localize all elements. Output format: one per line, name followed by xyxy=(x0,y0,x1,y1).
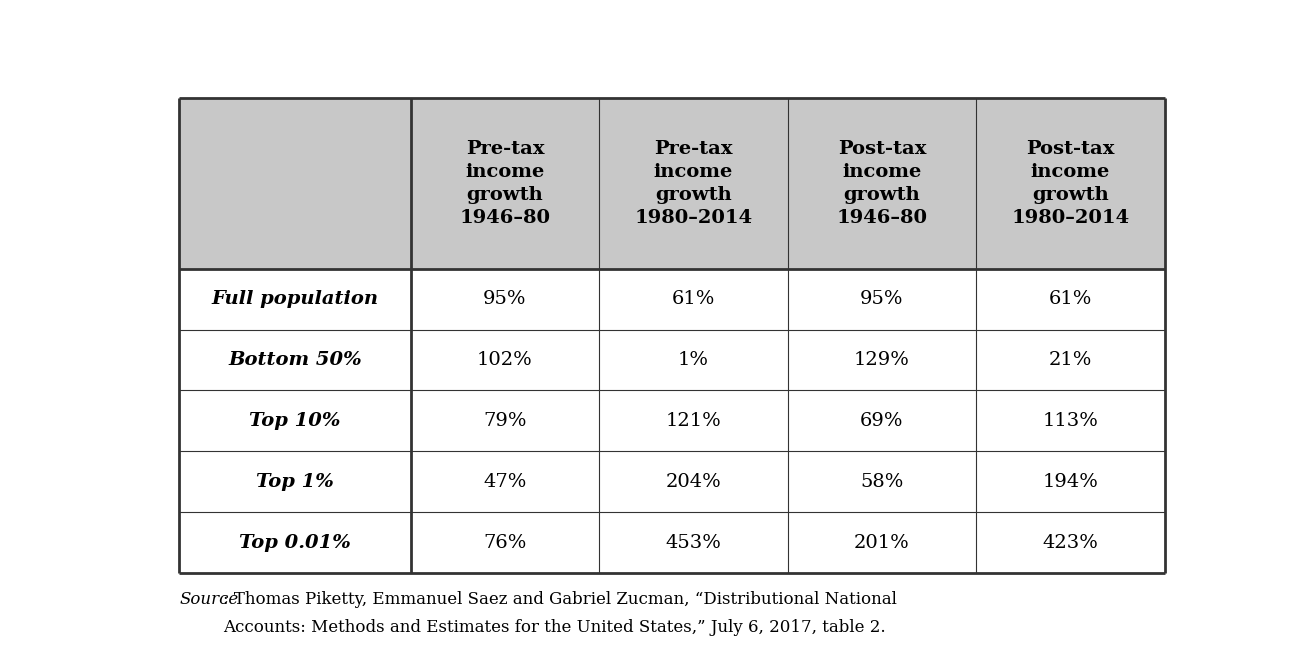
Text: 21%: 21% xyxy=(1049,351,1092,369)
Text: Source: Source xyxy=(180,591,239,608)
Text: 453%: 453% xyxy=(666,533,721,551)
Text: Full population: Full population xyxy=(211,290,379,308)
Text: 95%: 95% xyxy=(484,290,527,308)
Text: 201%: 201% xyxy=(853,533,910,551)
Text: Bottom 50%: Bottom 50% xyxy=(228,351,362,369)
Text: 61%: 61% xyxy=(1049,290,1092,308)
Text: Post-tax
income
growth
1980–2014: Post-tax income growth 1980–2014 xyxy=(1011,140,1130,227)
Text: 95%: 95% xyxy=(860,290,903,308)
Text: 102%: 102% xyxy=(477,351,532,369)
Text: 121%: 121% xyxy=(666,412,721,430)
Text: 194%: 194% xyxy=(1042,473,1099,490)
Text: 79%: 79% xyxy=(484,412,527,430)
Text: 423%: 423% xyxy=(1042,533,1099,551)
Text: 1%: 1% xyxy=(678,351,709,369)
Text: Top 1%: Top 1% xyxy=(256,473,334,490)
Text: Post-tax
income
growth
1946–80: Post-tax income growth 1946–80 xyxy=(836,140,927,227)
Text: 69%: 69% xyxy=(860,412,903,430)
Text: 58%: 58% xyxy=(860,473,903,490)
Text: Pre-tax
income
growth
1980–2014: Pre-tax income growth 1980–2014 xyxy=(635,140,753,227)
Text: Pre-tax
income
growth
1946–80: Pre-tax income growth 1946–80 xyxy=(459,140,551,227)
Text: 204%: 204% xyxy=(666,473,721,490)
Text: : Thomas Piketty, Emmanuel Saez and Gabriel Zucman, “Distributional National
Acc: : Thomas Piketty, Emmanuel Saez and Gabr… xyxy=(223,591,897,636)
Text: 129%: 129% xyxy=(853,351,910,369)
Text: 61%: 61% xyxy=(671,290,714,308)
Text: Top 0.01%: Top 0.01% xyxy=(239,533,351,551)
Text: 113%: 113% xyxy=(1042,412,1099,430)
Text: 47%: 47% xyxy=(484,473,527,490)
Text: 76%: 76% xyxy=(484,533,527,551)
Text: Top 10%: Top 10% xyxy=(249,412,341,430)
